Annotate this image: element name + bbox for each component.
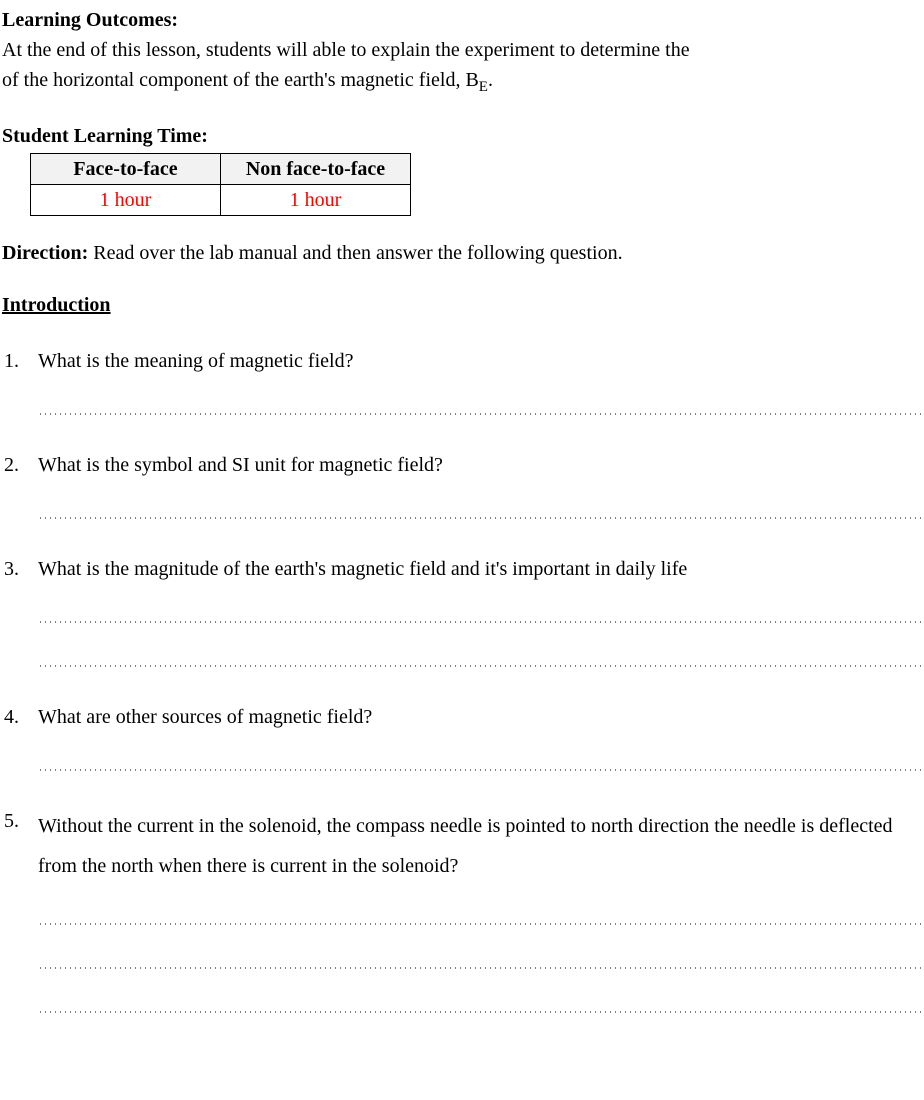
question-text: What are other sources of magnetic field… (38, 702, 924, 732)
answer-blank-line (38, 402, 924, 420)
slt-col2-value: 1 hour (221, 184, 411, 215)
answer-blank-line (38, 654, 924, 672)
student-learning-time-section: Student Learning Time: Face-to-face Non … (2, 121, 924, 216)
introduction-heading: Introduction (2, 290, 111, 320)
slt-table: Face-to-face Non face-to-face 1 hour 1 h… (30, 153, 411, 216)
table-row: Face-to-face Non face-to-face (31, 153, 411, 184)
direction-section: Direction: Read over the lab manual and … (2, 238, 924, 268)
learning-outcomes-heading: Learning Outcomes: (2, 9, 178, 31)
direction-label: Direction: (2, 242, 88, 264)
slt-col2-header: Non face-to-face (221, 153, 411, 184)
learning-outcomes-section: Learning Outcomes: At the end of this le… (2, 5, 924, 99)
table-row: 1 hour 1 hour (31, 184, 411, 215)
question-4: What are other sources of magnetic field… (2, 702, 924, 776)
question-1: What is the meaning of magnetic field? (2, 346, 924, 420)
answer-blank-line (38, 956, 924, 974)
slt-col1-header: Face-to-face (31, 153, 221, 184)
learning-outcomes-text: At the end of this lesson, students will… (2, 35, 924, 99)
question-2: What is the symbol and SI unit for magne… (2, 450, 924, 524)
answer-blank-line (38, 1000, 924, 1018)
slt-col1-value: 1 hour (31, 184, 221, 215)
slt-heading: Student Learning Time: (2, 125, 208, 147)
answer-blank-line (38, 506, 924, 524)
question-5: Without the current in the solenoid, the… (2, 806, 924, 1018)
direction-text: Read over the lab manual and then answer… (88, 242, 622, 264)
question-text: What is the symbol and SI unit for magne… (38, 450, 924, 480)
question-3: What is the magnitude of the earth's mag… (2, 554, 924, 672)
answer-blank-line (38, 610, 924, 628)
answer-blank-line (38, 912, 924, 930)
answer-blank-line (38, 758, 924, 776)
question-text: Without the current in the solenoid, the… (38, 806, 924, 886)
questions-list: What is the meaning of magnetic field? Wh… (2, 346, 924, 1018)
question-text: What is the magnitude of the earth's mag… (38, 554, 924, 584)
question-text: What is the meaning of magnetic field? (38, 346, 924, 376)
